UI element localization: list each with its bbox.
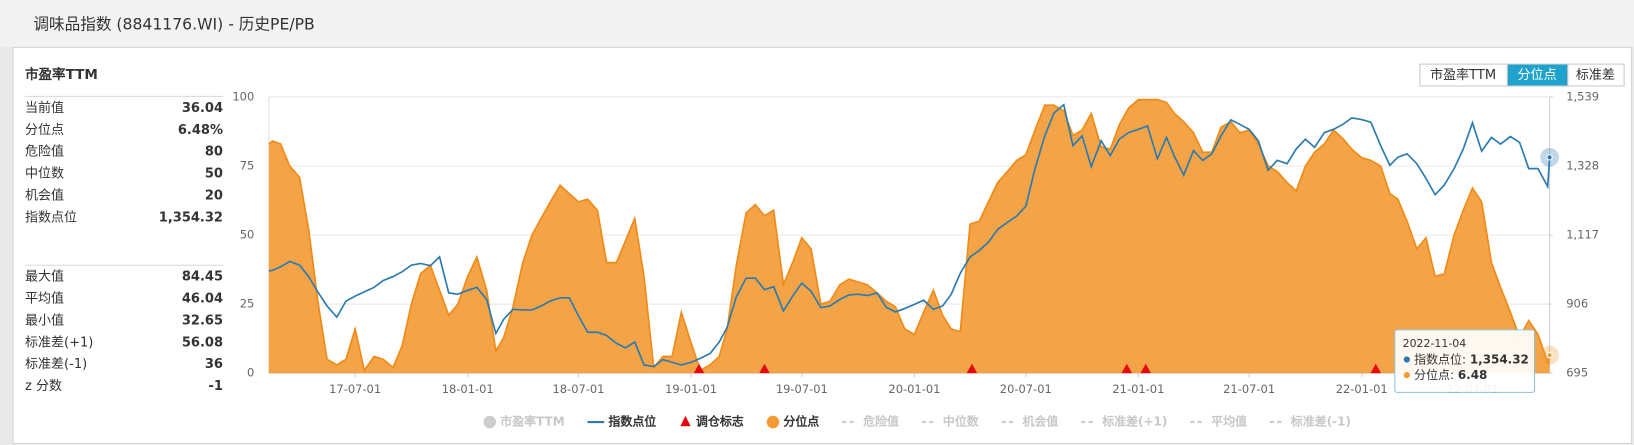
tab-button[interactable] [1567,63,1625,87]
stat-label: 危险值 [25,144,64,160]
stat-label: 标准差(-1) [25,357,87,372]
stat-label: 指数点位 [25,210,77,225]
stat-label: 标准差(+1) [25,335,93,350]
legend-label[interactable]: 市盈率TTM [500,414,564,429]
y2-tick-label: 1,539 [1566,89,1599,103]
tooltip-value: 1,354.32 [1470,352,1529,366]
stat-value: 32.65 [182,313,223,328]
stat-value: 56.08 [182,335,223,350]
y2-tick-label: 906 [1566,297,1588,311]
legend-label[interactable]: 平均值 [1211,414,1247,429]
y2-tick-label: 1,328 [1566,158,1599,172]
stat-value: 50 [205,167,223,182]
legend-symbol [483,415,497,429]
x-tick-label: 21-01-01 [1112,382,1164,396]
legend-label[interactable]: 中位数 [943,414,980,429]
stat-label: 最小值 [25,312,64,328]
tooltip-row: 分位点: 6.48 [1414,367,1487,382]
x-tick-label: 21-07-01 [1223,382,1275,396]
x-tick-label: 17-07-01 [329,382,381,396]
legend-label[interactable]: 调仓标志 [696,414,744,429]
legend-symbol [766,415,780,429]
tooltip-swatch [1403,372,1410,379]
hover-point [1546,352,1553,359]
tab-label[interactable]: 市盈率TTM [1430,67,1496,83]
legend-label[interactable]: 标准差(-1) [1290,414,1351,429]
stat-label: 当前值 [25,100,64,116]
stat-label: 最大值 [25,269,64,285]
stat-value: 80 [205,145,223,160]
rebalance-marker [966,363,978,374]
hover-point [1546,154,1553,161]
legend-label[interactable]: 危险值 [862,414,899,429]
area [268,99,1550,374]
tooltip: 2022-11-04 指数点位: 1,354.32 分位点: 6.48 [1394,329,1536,393]
tooltip-label: 分位点: [1414,367,1458,382]
x-tick-label: 20-01-01 [888,382,940,396]
plot-area: 0 25 50 75 100 695 906 1,117 1,328 1,539 17-07-01 1… [232,89,1599,396]
tab-label[interactable]: 分位点 [1518,68,1557,83]
stat-label: 分位点 [25,123,64,138]
legend: 市盈率TTM 指数点位 调仓标志 分位点 危险值 中位数 机会值 标准差(+1) 平均值 标准差(… [483,414,1351,429]
stat-value: 84.45 [182,270,223,285]
stat-value: 46.04 [182,292,223,307]
stat-value: -1 [209,379,223,394]
stat-value: 1,354.32 [159,210,223,225]
tooltip-box [1394,329,1536,393]
stat-label: 机会值 [25,187,64,203]
legend-label[interactable]: 标准差(+1) [1101,414,1167,429]
button-group: 市盈率TTM 分位点 标准差 [1419,63,1625,87]
stat-value: 36 [205,357,223,372]
x-tick-label: 19-07-01 [776,382,828,396]
stat-value: 36.04 [182,101,223,116]
tab-label[interactable]: 标准差 [1576,68,1615,83]
rebalance-marker [759,363,770,374]
rebalance-marker [1370,363,1382,374]
tooltip-date: 2022-11-04 [1403,337,1467,350]
y-tick-label: 25 [240,297,255,311]
legend-label[interactable]: 指数点位 [608,414,656,429]
tooltip-value: 6.48 [1458,368,1488,382]
area-line [268,98,1551,373]
tooltip-swatch [1403,356,1410,363]
y-tick-label: 50 [240,228,255,242]
y-tick-label: 100 [232,89,254,103]
stat-label: 平均值 [25,291,64,307]
y2-tick-label: 1,117 [1566,228,1599,242]
window-title: 调味品指数 (8841176.WI) - 历史PE/PB [33,15,314,34]
legend-label[interactable]: 分位点 [783,414,819,429]
x-tick-label: 18-07-01 [552,382,604,396]
stat-label: 中位数 [25,167,64,182]
tooltip-label: 指数点位: [1414,351,1470,366]
rebalance-marker [1140,363,1151,374]
stat-label: z 分数 [25,379,62,394]
stat-value: 6.48% [178,123,223,138]
x-tick-label: 18-01-01 [442,382,494,396]
x-tick-label: 20-07-01 [1000,382,1052,396]
stats-title: 市盈率TTM [25,66,98,83]
legend-symbol [680,415,691,427]
title-bar [0,0,1634,47]
x-tick-label: 22-01-01 [1336,382,1388,396]
y-tick-label: 0 [247,366,254,380]
rebalance-marker [1121,363,1132,374]
line [268,103,1551,368]
legend-label[interactable]: 机会值 [1022,414,1058,429]
y2-tick-label: 695 [1566,366,1588,380]
rebalance-marker [693,363,705,374]
stats-table: 当前值 36.04 分位点 6.48% 危险值 80 中位数 50 机会值 20 指数点位 1,354… [25,95,223,394]
x-tick-label: 19-01-01 [665,382,717,396]
y-tick-label: 75 [240,158,255,172]
stat-value: 20 [205,188,223,203]
tooltip-row: 指数点位: 1,354.32 [1414,351,1529,366]
